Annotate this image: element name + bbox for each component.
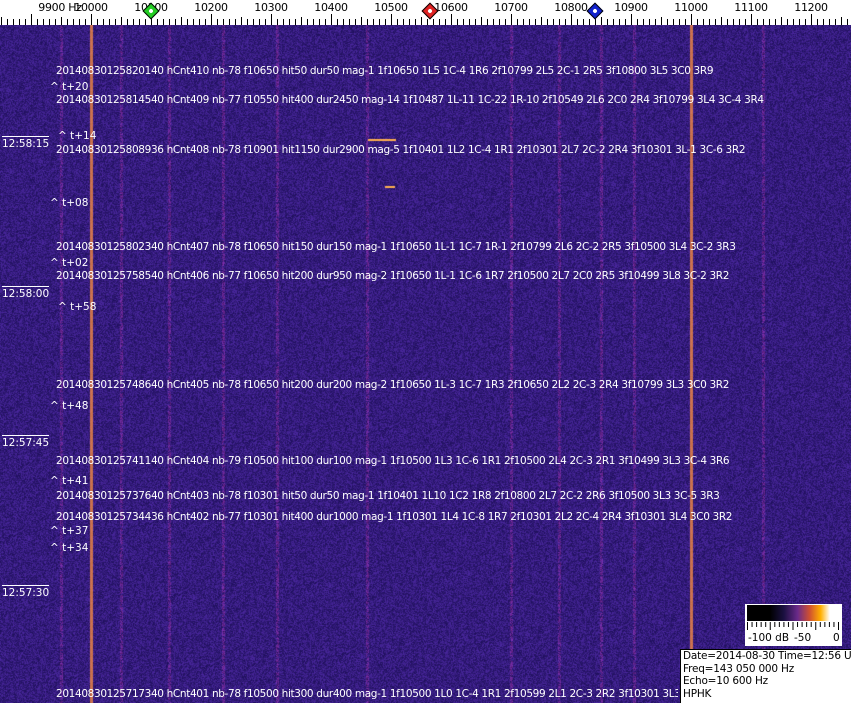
date-time-text: Date=2014-08-30 Time=12:56 UTC <box>683 650 851 662</box>
detection-line: 20140830125820140 hCnt410 nb-78 f10650 h… <box>56 65 714 77</box>
colorbar-min-label: -100 dB <box>748 632 790 644</box>
time-offset-mark: ^ t+58 <box>58 301 97 313</box>
detection-line: 20140830125808936 hCnt408 nb-78 f10901 h… <box>56 144 746 156</box>
axis-label: 10600 <box>434 1 468 14</box>
echo-text: Echo=10 600 Hz <box>683 675 768 687</box>
detection-line: 20140830125758540 hCnt406 nb-77 f10650 h… <box>56 270 730 282</box>
colorbar-mid-label: -50 <box>794 632 812 644</box>
detection-line: 20140830125741140 hCnt404 nb-79 f10500 h… <box>56 455 730 467</box>
time-offset-mark: ^ t+14 <box>58 130 97 142</box>
axis-ticks <box>1 14 848 25</box>
colorbar-max-label: 0 <box>833 632 840 644</box>
time-offset-mark: ^ t+37 <box>50 525 89 537</box>
time-offset-mark: ^ t+20 <box>50 81 89 93</box>
time-offset-mark: ^ t+48 <box>50 400 89 412</box>
time-offset-mark: ^ t+08 <box>50 197 89 209</box>
colorbar-legend: -100 dB -50 0 <box>745 604 842 646</box>
freq-text: Freq=143 050 000 Hz <box>683 662 795 675</box>
axis-label: 10700 <box>494 1 528 14</box>
detection-line: 20140830125717340 hCnt401 nb-78 f10500 h… <box>56 688 678 700</box>
info-box: Date=2014-08-30 Time=12:56 UTC Freq=143 … <box>680 649 851 703</box>
axis-label: 11000 <box>674 1 708 14</box>
colorbar-gradient <box>747 605 839 621</box>
detection-line: 20140830125734436 hCnt402 nb-77 f10301 h… <box>56 511 733 523</box>
time-offset-mark: ^ t+34 <box>50 542 89 554</box>
station-text: HPHK <box>683 687 712 700</box>
colorbar-ticks <box>747 622 839 630</box>
axis-label: 10500 <box>374 1 408 14</box>
frequency-axis: 9900 Hz 10000 10100 10200 10300 10400 10… <box>0 0 851 25</box>
time-label: 12:58:00 <box>2 286 50 300</box>
axis-label: 11200 <box>794 1 828 14</box>
axis-label: 10200 <box>194 1 228 14</box>
time-label: 12:58:15 <box>2 136 50 150</box>
axis-label: 10900 <box>614 1 648 14</box>
detection-line: 20140830125802340 hCnt407 nb-78 f10650 h… <box>56 241 736 253</box>
detection-line: 20140830125737640 hCnt403 nb-78 f10301 h… <box>56 490 720 502</box>
axis-label: 10400 <box>314 1 348 14</box>
time-label: 12:57:45 <box>2 435 50 449</box>
axis-label: 10800 <box>554 1 588 14</box>
axis-label-unit: 9900 Hz <box>38 1 82 14</box>
axis-label: 11100 <box>734 1 768 14</box>
detection-line: 20140830125748640 hCnt405 nb-78 f10650 h… <box>56 379 730 391</box>
axis-label: 10300 <box>254 1 288 14</box>
time-label: 12:57:30 <box>2 585 50 599</box>
time-offset-mark: ^ t+41 <box>50 475 89 487</box>
spectrogram-waterfall <box>0 25 851 703</box>
time-offset-mark: ^ t+02 <box>50 257 89 269</box>
axis-label: 10000 <box>74 1 108 14</box>
detection-line: 20140830125814540 hCnt409 nb-77 f10550 h… <box>56 94 764 106</box>
